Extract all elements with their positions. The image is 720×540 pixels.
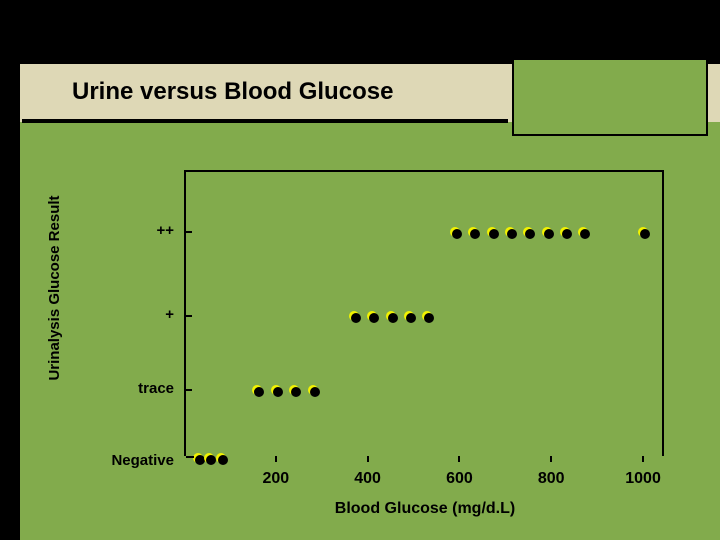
x-tick-label: 800 [538, 470, 565, 488]
data-point [216, 453, 226, 463]
x-tick-label: 600 [446, 470, 473, 488]
data-point [404, 311, 414, 321]
data-point [487, 227, 497, 237]
y-tick-trace: trace [138, 380, 174, 397]
x-tick-mark [642, 456, 644, 462]
y-tick-mark [184, 389, 192, 391]
data-point [367, 311, 377, 321]
data-point [450, 227, 460, 237]
y-tick-negative: Negative [111, 452, 174, 469]
x-tick-label: 400 [354, 470, 381, 488]
y-tick-plus: + [165, 306, 174, 323]
data-point [252, 385, 262, 395]
x-tick-mark [367, 456, 369, 462]
y-tick-plus-plus: ++ [156, 222, 174, 239]
y-tick-mark [184, 231, 192, 233]
data-point [349, 311, 359, 321]
page-title: Urine versus Blood Glucose [72, 78, 393, 106]
x-tick-mark [458, 456, 460, 462]
data-point [523, 227, 533, 237]
y-axis-label: Urinalysis Glucose Result [46, 148, 63, 428]
x-tick-label: 200 [262, 470, 289, 488]
data-point [193, 453, 203, 463]
y-tick-mark [186, 456, 194, 458]
data-point [560, 227, 570, 237]
data-point [271, 385, 281, 395]
y-tick-mark [184, 315, 192, 317]
data-point [204, 453, 214, 463]
x-tick-label: 1000 [625, 470, 661, 488]
data-point [505, 227, 515, 237]
data-point [422, 311, 432, 321]
chart-plot-area [184, 170, 666, 458]
data-point [289, 385, 299, 395]
accent-box [512, 58, 708, 136]
data-point [542, 227, 552, 237]
x-axis-label: Blood Glucose (mg/d.L) [184, 500, 666, 518]
x-tick-mark [550, 456, 552, 462]
data-point [638, 227, 648, 237]
data-point [578, 227, 588, 237]
data-point [308, 385, 318, 395]
data-point [468, 227, 478, 237]
top-black-band [0, 0, 720, 64]
x-tick-mark [275, 456, 277, 462]
data-point [386, 311, 396, 321]
title-underline [22, 119, 508, 123]
left-black-band [0, 0, 20, 540]
